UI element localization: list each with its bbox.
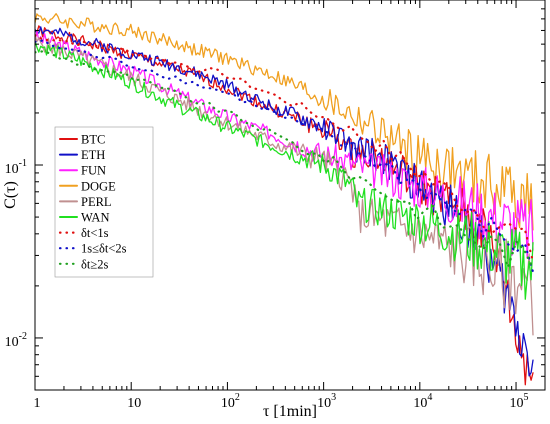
x-tick-label: 1 xyxy=(34,396,41,411)
x-tick-label: 104 xyxy=(413,392,432,411)
series-layer xyxy=(35,13,535,386)
x-tick-label: 105 xyxy=(510,392,529,411)
x-tick-label: 10 xyxy=(127,396,141,411)
series-line-perl xyxy=(35,34,534,336)
legend-label-1s-t-2s: 1s≤δt<2s xyxy=(81,242,127,256)
legend-label-t-1s: δt<1s xyxy=(81,226,109,240)
legend-label-doge: DOGE xyxy=(81,179,116,193)
x-tick-label: 103 xyxy=(317,392,336,411)
y-tick-label: 10-2 xyxy=(5,331,27,350)
series-line-t-2s-dotted xyxy=(35,50,535,270)
plot-frame xyxy=(34,0,546,391)
y-axis-title: C(τ) xyxy=(2,181,19,209)
series-line-doge xyxy=(35,13,534,231)
legend-label-t-2s: δt≥2s xyxy=(81,257,108,271)
ticks-layer: 1 10 102 103 104 105 10-1 10-2 xyxy=(5,0,546,411)
series-line-eth xyxy=(35,26,534,377)
legend-label-wan: WAN xyxy=(81,211,109,225)
legend-label-eth: ETH xyxy=(81,148,105,162)
legend-label-btc: BTC xyxy=(81,133,105,147)
series-line-1s-t-2s-dotted xyxy=(35,39,535,273)
x-axis-title: τ [1min] xyxy=(263,403,317,420)
series-line-t-1s-dotted xyxy=(35,34,535,263)
y-tick-label: 10-1 xyxy=(5,158,27,177)
legend-label-fun: FUN xyxy=(81,164,106,178)
x-tick-label: 102 xyxy=(221,392,240,411)
series-line-wan xyxy=(35,40,534,300)
legend-label-perl: PERL xyxy=(81,195,112,209)
